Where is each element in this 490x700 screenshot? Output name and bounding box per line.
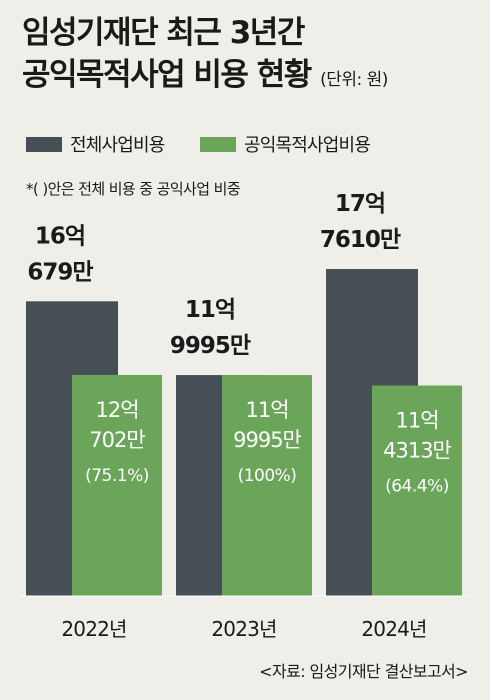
data-label-public-3-line1: 11억 (395, 409, 438, 433)
share-note: *( )안은 전체 비용 중 공익사업 비중 (26, 180, 241, 198)
data-label-total-1-line1: 16억 (35, 223, 85, 249)
unit-label: (단위: 원) (320, 70, 388, 90)
share-label-1: (75.1%) (85, 466, 149, 486)
data-label-public-2-line2: 9995만 (233, 428, 301, 452)
data-label-total-1-line2: 679만 (27, 259, 93, 285)
bar-public-3 (372, 385, 462, 596)
title-line-1: 임성기재단 최근 3년간 (22, 15, 305, 51)
bar-public-2 (222, 375, 312, 596)
data-label-public-2-line1: 11억 (245, 398, 288, 422)
data-label-public-3-line2: 4313만 (383, 439, 451, 463)
data-label-total-2-line1: 11억 (185, 297, 235, 323)
x-tick-label-1: 2022년 (61, 617, 126, 641)
legend-label-public: 공익목적사업비용 (244, 135, 371, 156)
data-label-total-3-line1: 17억 (335, 191, 385, 217)
share-label-3: (64.4%) (385, 477, 449, 497)
legend-swatch-total (26, 136, 62, 152)
legend-item-public: 공익목적사업비용 (200, 132, 371, 156)
data-label-public-1-line2: 702만 (89, 428, 145, 452)
legend-label-total: 전체사업비용 (70, 135, 165, 156)
data-label-public-1-line1: 12억 (95, 398, 138, 422)
title-line-2-text: 공익목적사업 비용 현황 (22, 57, 312, 93)
data-label-total-2-line2: 9995만 (170, 333, 251, 359)
source-note: <자료: 임성기재단 결산보고서> (259, 662, 468, 681)
data-label-total-3-line2: 7610만 (320, 227, 401, 253)
chart-title: 임성기재단 최근 3년간 공익목적사업 비용 현황 (단위: 원) (22, 12, 388, 101)
legend-swatch-public (200, 136, 236, 152)
x-tick-label-3: 2024년 (361, 617, 426, 641)
bar-public-1 (72, 374, 162, 596)
x-tick-label-2: 2023년 (211, 617, 276, 641)
share-label-2: (100%) (238, 466, 297, 486)
legend-item-total: 전체사업비용 (26, 132, 165, 156)
title-line-2: 공익목적사업 비용 현황 (단위: 원) (22, 54, 388, 101)
